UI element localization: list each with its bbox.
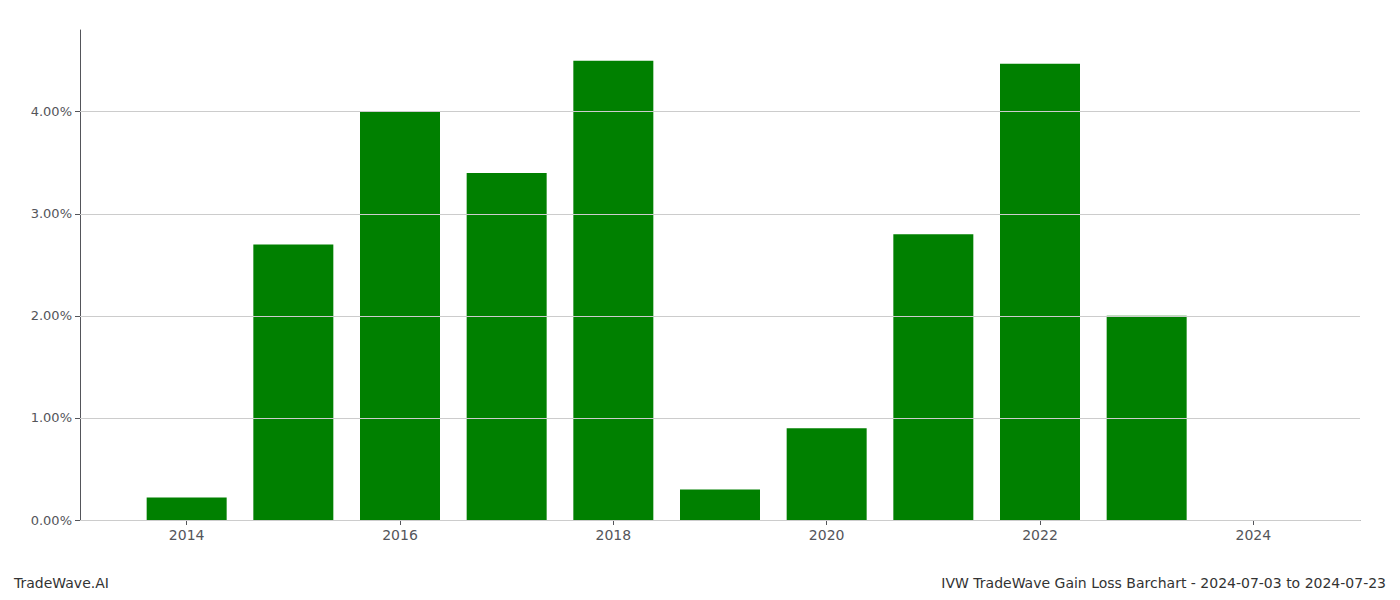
svg-text:TradeWave.AI: TradeWave.AI [13, 575, 109, 591]
svg-text:2022: 2022 [1022, 527, 1058, 543]
svg-text:2020: 2020 [809, 527, 845, 543]
svg-text:2.00%: 2.00% [31, 308, 72, 323]
svg-text:0.00%: 0.00% [31, 513, 72, 528]
svg-text:1.00%: 1.00% [31, 410, 72, 425]
svg-text:4.00%: 4.00% [31, 104, 72, 119]
svg-text:2014: 2014 [169, 527, 205, 543]
svg-text:3.00%: 3.00% [31, 206, 72, 221]
svg-text:2018: 2018 [596, 527, 632, 543]
svg-text:2016: 2016 [382, 527, 418, 543]
svg-text:IVW TradeWave Gain Loss Barcha: IVW TradeWave Gain Loss Barchart - 2024-… [941, 575, 1386, 591]
svg-text:2024: 2024 [1236, 527, 1272, 543]
